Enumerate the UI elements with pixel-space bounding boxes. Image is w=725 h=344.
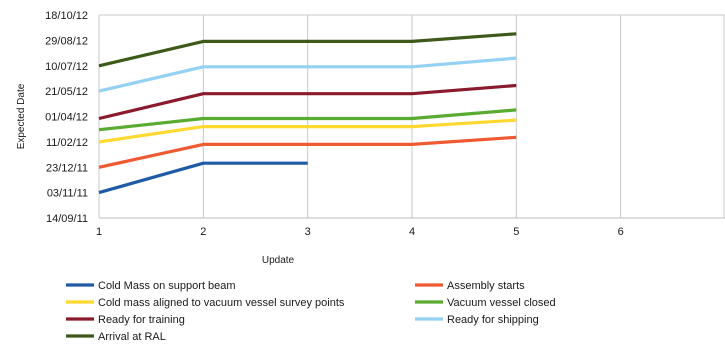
y-tick-labels: 14/09/11 03/11/11 23/12/11 11/02/12 01/04/12… bbox=[45, 10, 88, 225]
series-line bbox=[98, 56, 517, 93]
series-line bbox=[98, 32, 517, 68]
y-tick-label: 21/05/12 bbox=[45, 86, 88, 98]
legend: Cold Mass on support beam Assembly starts… bbox=[66, 280, 556, 343]
legend-label: Ready for training bbox=[98, 314, 185, 326]
legend-label: Cold Mass on support beam bbox=[98, 280, 236, 292]
x-tick-labels: 1 2 3 4 5 6 bbox=[96, 226, 624, 238]
series-lines bbox=[98, 32, 517, 195]
y-tick-label: 01/04/12 bbox=[45, 112, 88, 124]
y-tick-label: 18/10/12 bbox=[45, 10, 88, 22]
x-axis-title: Update bbox=[262, 255, 295, 266]
legend-label: Cold mass aligned to vacuum vessel surve… bbox=[98, 297, 345, 309]
x-tick-label: 6 bbox=[618, 226, 624, 238]
legend-label: Ready for shipping bbox=[447, 314, 539, 326]
x-tick-label: 1 bbox=[96, 226, 102, 238]
series-line bbox=[98, 135, 517, 169]
legend-label: Assembly starts bbox=[447, 280, 525, 292]
x-tick-label: 3 bbox=[305, 226, 311, 238]
y-tick-label: 10/07/12 bbox=[45, 61, 88, 73]
x-tick-label: 2 bbox=[200, 226, 206, 238]
series-line bbox=[98, 83, 517, 121]
y-tick-label: 03/11/11 bbox=[47, 188, 88, 200]
legend-label: Vacuum vessel closed bbox=[447, 297, 556, 309]
x-tick-label: 5 bbox=[513, 226, 519, 238]
legend-label: Arrival at RAL bbox=[98, 331, 166, 343]
y-axis-title: Expected Date bbox=[16, 83, 27, 149]
series-line bbox=[98, 108, 517, 132]
y-tick-label: 14/09/11 bbox=[46, 213, 88, 225]
y-tick-label: 11/02/12 bbox=[46, 137, 88, 149]
x-tick-label: 4 bbox=[409, 226, 415, 238]
y-tick-label: 23/12/11 bbox=[46, 162, 88, 174]
series-line bbox=[98, 118, 517, 144]
grid bbox=[98, 14, 725, 219]
series-line bbox=[98, 161, 308, 195]
y-tick-label: 29/08/12 bbox=[45, 35, 88, 47]
